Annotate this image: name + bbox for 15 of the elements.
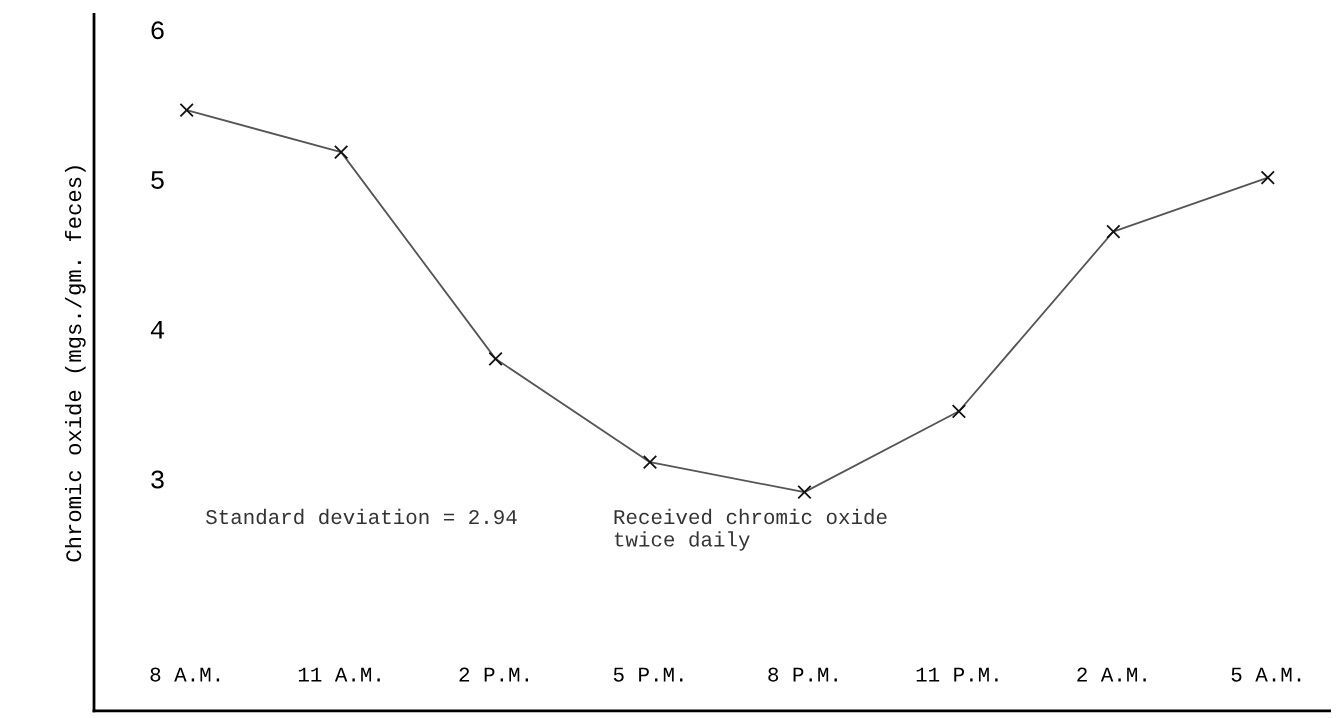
x-tick-label: 5 P.M.: [613, 667, 683, 682]
x-tick-label: 2 A.M.: [1077, 667, 1146, 682]
y-tick-label: 5: [151, 171, 164, 189]
x-tick-label: 8 P.M.: [768, 667, 837, 682]
annotation: Received chromic oxide twice daily: [614, 508, 887, 551]
x-tick-label: 2 P.M.: [459, 667, 528, 682]
x-tick-label: 11 P.M.: [916, 667, 998, 682]
y-tick-label: 4: [150, 321, 165, 339]
x-tick-label: 5 A.M.: [1231, 667, 1301, 682]
x-tick-label: 11 A.M.: [298, 667, 380, 682]
annotation: Standard deviation = 2.94: [206, 508, 517, 525]
x-tick-label: 8 A.M.: [150, 667, 220, 682]
y-axis-title: Chromic oxide (mgs./gm. feces): [64, 166, 86, 562]
y-tick-label: 3: [151, 470, 164, 489]
y-tick-label: 6: [151, 21, 164, 40]
